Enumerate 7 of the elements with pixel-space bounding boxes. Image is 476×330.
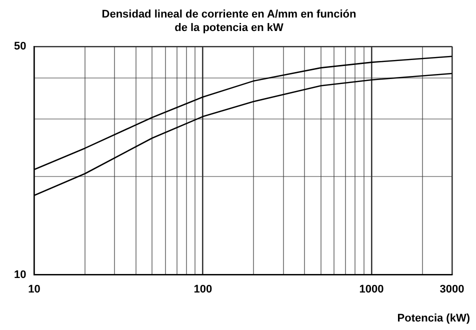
x-tick-label: 1000 bbox=[359, 283, 384, 296]
y-tick-label: 50 bbox=[14, 40, 26, 52]
chart-title: Densidad lineal de corriente en A/mm en función de la potencia en kW bbox=[102, 8, 357, 34]
x-axis-title: Potencia (kW) bbox=[397, 312, 470, 325]
x-tick-label: 10 bbox=[28, 283, 40, 296]
x-tick-label: 3000 bbox=[440, 283, 464, 296]
x-tick-label: 100 bbox=[194, 283, 212, 296]
